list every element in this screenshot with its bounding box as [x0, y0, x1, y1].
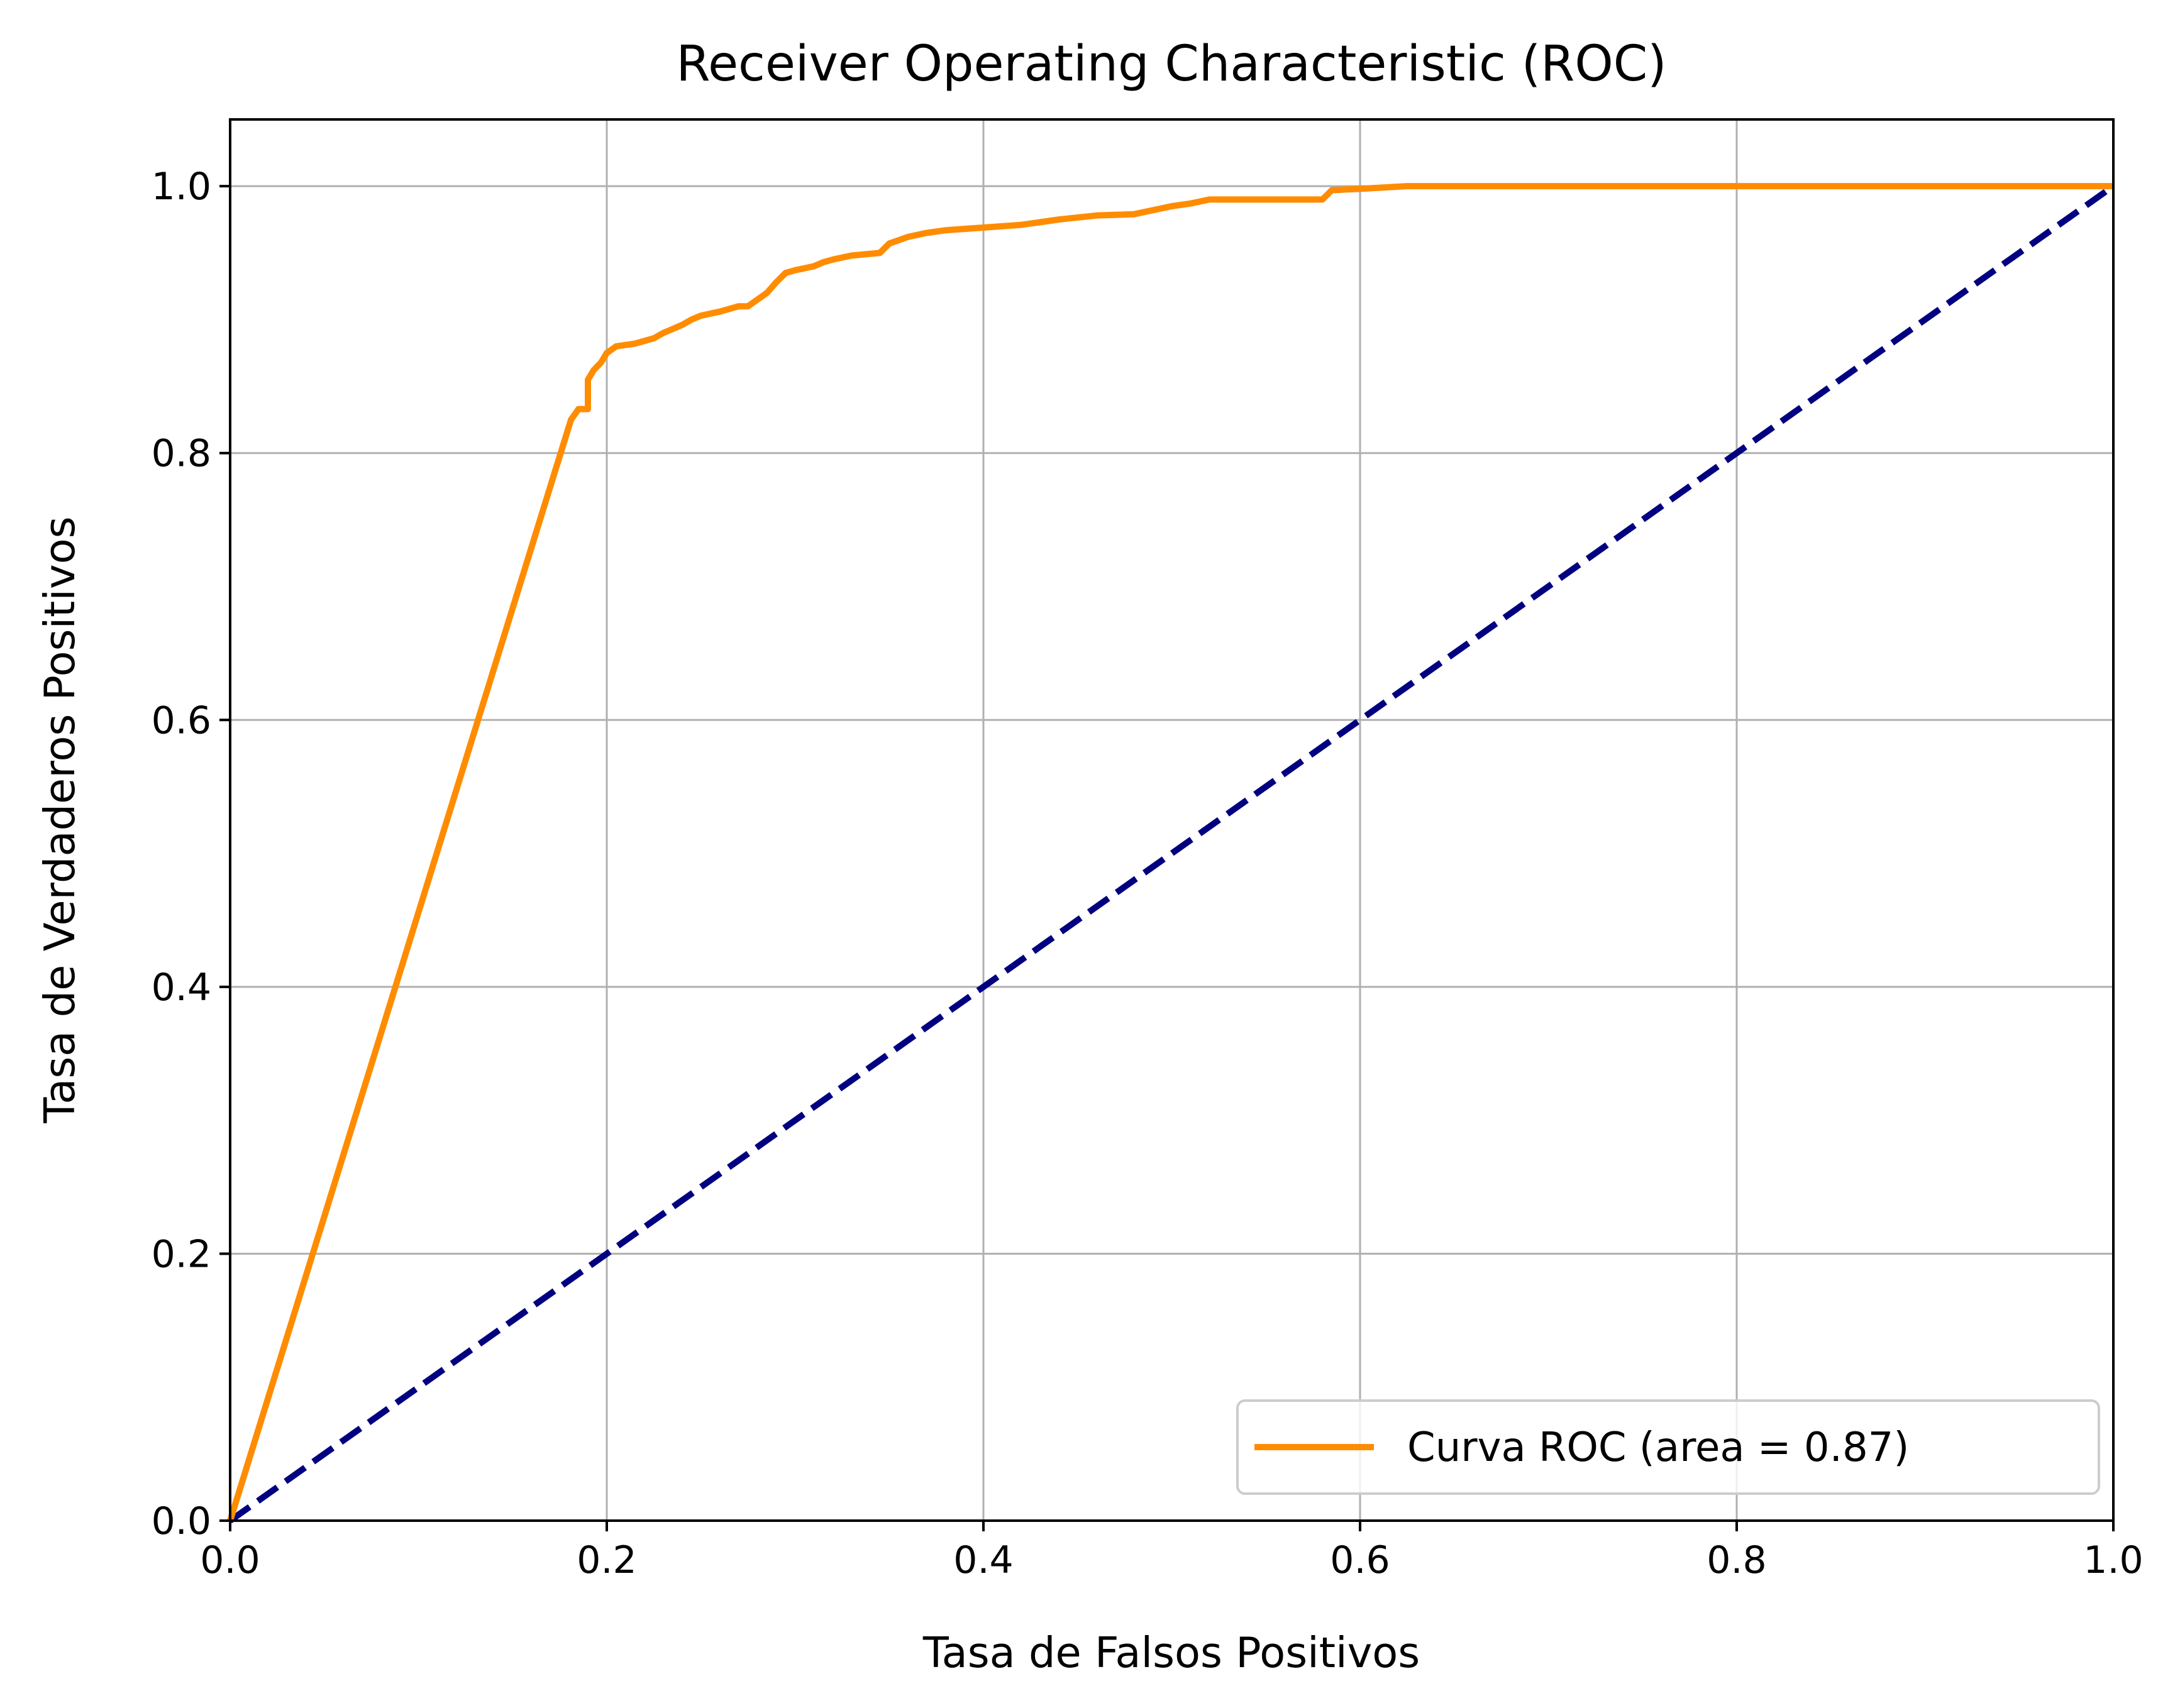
x-axis-label: Tasa de Falsos Positivos — [922, 1628, 1420, 1677]
grid-lines — [229, 119, 2115, 1522]
y-tick-label-4: 0.8 — [152, 432, 211, 476]
x-tick-label-0: 0.0 — [200, 1538, 260, 1582]
series-layer — [227, 183, 2115, 1524]
legend-label-roc: Curva ROC (area = 0.87) — [1407, 1424, 1909, 1471]
x-tick-label-4: 0.8 — [1707, 1538, 1766, 1582]
y-tick-label-5: 1.0 — [152, 165, 211, 209]
axis-ticks: 0.0 0.2 0.4 0.6 0.8 1.0 0.0 0.2 0.4 0.6 0.8 1.0 — [152, 165, 2144, 1582]
plot-frame — [229, 118, 2115, 1522]
y-tick-label-1: 0.2 — [152, 1232, 211, 1276]
legend: Curva ROC (area = 0.87) — [1236, 1399, 2100, 1495]
y-tick-label-2: 0.4 — [152, 966, 211, 1010]
y-axis-label: Tasa de Verdaderos Positivos — [35, 517, 84, 1124]
y-tick-label-0: 0.0 — [152, 1499, 211, 1543]
legend-box — [1236, 1399, 2100, 1495]
roc-curve-line — [227, 183, 2113, 1522]
x-tick-label-5: 1.0 — [2083, 1538, 2143, 1582]
chance-diagonal-line — [228, 184, 2115, 1524]
x-tick-label-1: 0.2 — [577, 1538, 636, 1582]
x-tick-label-3: 0.6 — [1330, 1538, 1390, 1582]
x-tick-label-2: 0.4 — [953, 1538, 1013, 1582]
y-tick-label-3: 0.6 — [152, 698, 211, 742]
chart-title: Receiver Operating Characteristic (ROC) — [676, 36, 1666, 92]
